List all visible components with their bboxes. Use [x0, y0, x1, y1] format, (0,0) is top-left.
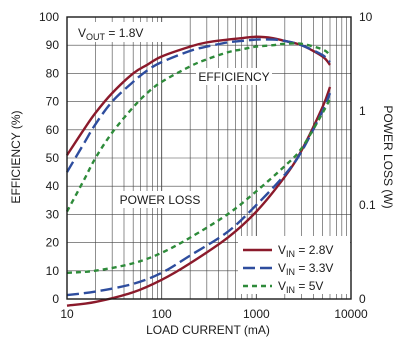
- vout-label: VOUT = 1.8V: [78, 26, 143, 42]
- efficiency-curve-series-2: [65, 38, 331, 173]
- y2-tick-label: 10: [359, 10, 373, 24]
- y-tick-label: 20: [46, 236, 60, 250]
- y-tick-label: 10: [46, 264, 60, 278]
- efficiency-label-background: [196, 68, 272, 85]
- power-loss-label-background: [115, 191, 205, 208]
- y-tick-label: 30: [46, 207, 60, 221]
- power-loss-curve-series-3: [66, 98, 332, 274]
- y-tick-label: 40: [46, 179, 60, 193]
- y-tick-label: 50: [46, 151, 60, 165]
- x-tick-label: 100: [152, 307, 172, 321]
- vout-label-background: [74, 22, 164, 42]
- plot-frame: [66, 16, 352, 300]
- annotations: VOUT = 1.8V EFFICIENCY POWER LOSS: [74, 22, 272, 208]
- y2-tick-label: 0: [359, 292, 366, 306]
- y-tick-label: 100: [39, 10, 59, 24]
- x-tick-label: 10: [60, 307, 74, 321]
- power-loss-label: POWER LOSS: [120, 193, 201, 207]
- legend-label-series-3: VIN = 5V: [278, 279, 323, 295]
- legend-label-series-1: VIN = 2.8V: [278, 243, 333, 259]
- efficiency-curve-series-3: [65, 42, 331, 213]
- x-tick-label: 1000: [243, 307, 270, 321]
- x-tick-labels: 10 100 1000 10000: [60, 307, 368, 321]
- y2-tick-labels: 0 0.1 1 10: [359, 10, 376, 306]
- efficiency-label: EFFICIENCY: [198, 70, 269, 84]
- y-tick-label: 70: [46, 95, 60, 109]
- legend-label-series-2: VIN = 3.3V: [278, 261, 333, 277]
- y2-axis-label: POWER LOSS (W): [381, 105, 395, 208]
- y-tick-labels: 0 10 20 30 40 50 60 70 80 90 100: [39, 10, 59, 306]
- x-tick-label: 10000: [334, 307, 368, 321]
- legend: VIN = 2.8V VIN = 3.3V VIN = 5V: [238, 236, 350, 295]
- series-curves: [65, 35, 332, 307]
- y-tick-label: 90: [46, 38, 60, 52]
- legend-background: [238, 236, 350, 294]
- x-axis-label: LOAD CURRENT (mA): [146, 323, 270, 337]
- efficiency-curve-series-1: [65, 35, 331, 156]
- y-tick-label: 60: [46, 123, 60, 137]
- y2-tick-label: 1: [359, 104, 366, 118]
- y-tick-label: 80: [46, 66, 60, 80]
- y2-tick-label: 0.1: [359, 198, 376, 212]
- y-tick-label: 0: [52, 292, 59, 306]
- y-axis-label: EFFICIENCY (%): [9, 110, 23, 203]
